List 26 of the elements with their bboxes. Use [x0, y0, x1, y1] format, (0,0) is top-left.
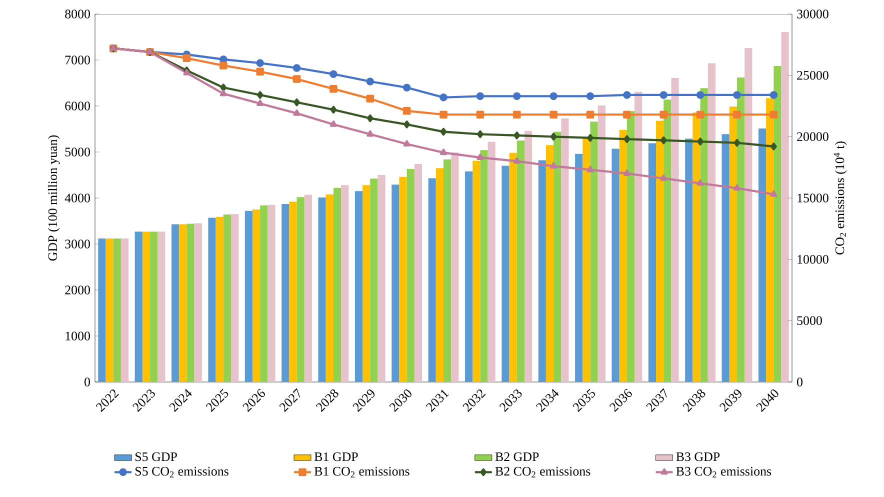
legend-label: B2 GDP: [495, 452, 539, 462]
y-tick-label: 2000: [65, 286, 90, 294]
y2-tick-label: 20000: [797, 132, 828, 142]
y2-tick-label: 30000: [797, 10, 828, 18]
y-tick-label: 1000: [66, 332, 90, 340]
y2-tick-label: 0: [797, 378, 803, 386]
y-tick-label: 5000: [65, 148, 90, 156]
legend-label: B1 CO$_{2}$ emissions: [314, 466, 410, 478]
legend-label: S5 CO$_{2}$ emissions: [135, 466, 228, 478]
y-tick-label: 7000: [65, 56, 90, 64]
y2-tick-label: 5000: [797, 316, 822, 326]
y2-axis-title: CO$_{2}$ emissions (10$^{4}$ t): [834, 142, 847, 254]
y-tick-label: 8000: [65, 10, 90, 18]
y-tick-label: 3000: [65, 240, 90, 248]
y2-tick-label: 25000: [797, 70, 828, 80]
y-tick-label: 4000: [64, 194, 90, 202]
y-tick-label: 6000: [65, 102, 90, 110]
y-axis-title: GDP (100 million yuan): [48, 135, 60, 261]
legend-label: B2 CO$_{2}$ emissions: [495, 466, 590, 478]
y2-tick-label: 10000: [798, 254, 828, 264]
y2-tick-label: 15000: [798, 194, 828, 202]
y-tick-label: 0: [84, 378, 90, 386]
legend-label: B3 GDP: [676, 452, 720, 462]
legend-label: S5 GDP: [135, 452, 177, 462]
legend-label: B3 CO$_{2}$ emissions: [676, 466, 772, 478]
legend-label: B1 GDP: [314, 452, 358, 462]
